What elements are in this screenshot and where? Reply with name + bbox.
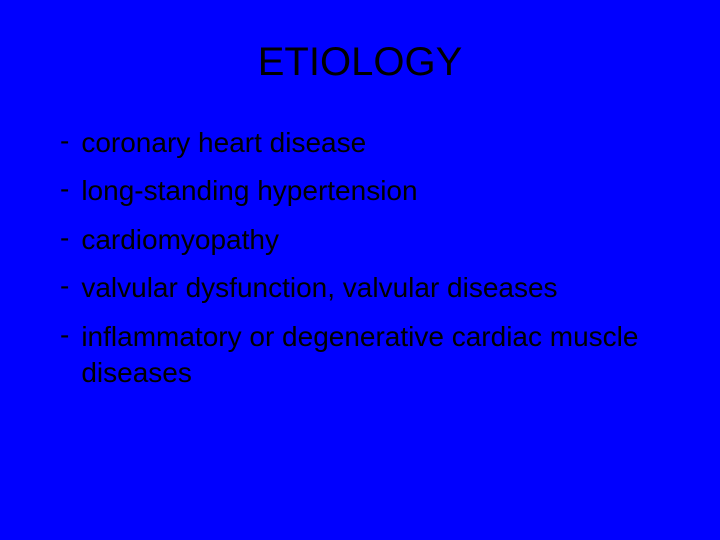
bullet-marker: - (60, 125, 69, 157)
bullet-marker: - (60, 222, 69, 254)
bullet-text: cardiomyopathy (81, 222, 279, 258)
bullet-marker: - (60, 270, 69, 302)
list-item: - cardiomyopathy (60, 222, 680, 258)
slide-container: ETIOLOGY - coronary heart disease - long… (0, 0, 720, 540)
list-item: - coronary heart disease (60, 125, 680, 161)
slide-title: ETIOLOGY (40, 40, 680, 85)
bullet-text: coronary heart disease (81, 125, 366, 161)
list-item: - valvular dysfunction, valvular disease… (60, 270, 680, 306)
bullet-marker: - (60, 173, 69, 205)
bullet-list: - coronary heart disease - long-standing… (40, 125, 680, 391)
bullet-marker: - (60, 319, 69, 351)
bullet-text: valvular dysfunction, valvular diseases (81, 270, 557, 306)
list-item: - long-standing hypertension (60, 173, 680, 209)
bullet-text: inflammatory or degenerative cardiac mus… (81, 319, 680, 392)
list-item: - inflammatory or degenerative cardiac m… (60, 319, 680, 392)
bullet-text: long-standing hypertension (81, 173, 417, 209)
